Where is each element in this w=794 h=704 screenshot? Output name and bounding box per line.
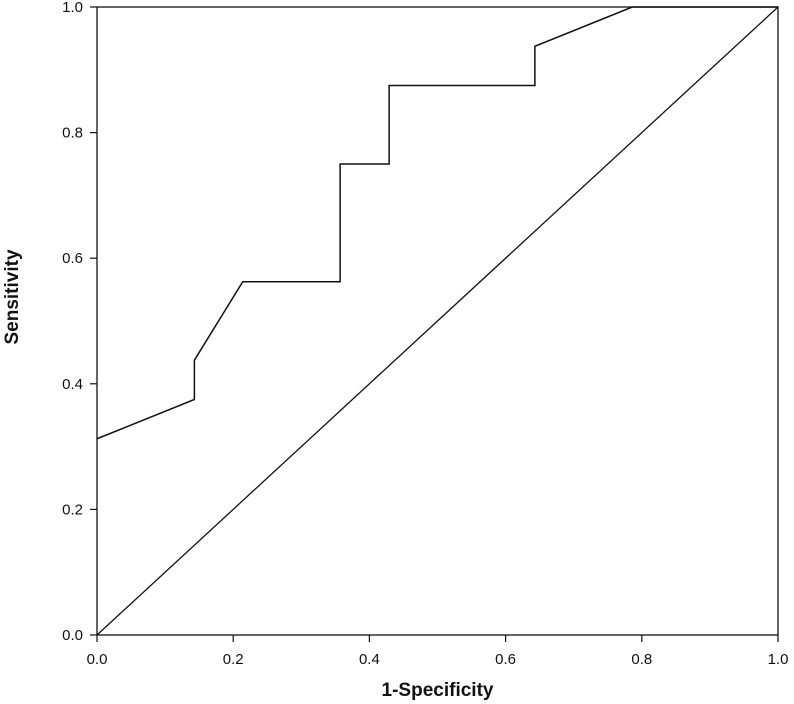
x-axis-tick-label: 0.2: [223, 651, 244, 668]
reference-diagonal-line: [96, 6, 779, 636]
y-axis-tick-label: 0.8: [62, 125, 83, 142]
x-axis-ticks: 0.0 0.2 0.4 0.6 0.8 1.0: [87, 635, 789, 668]
x-axis-tick-label: 0.4: [359, 651, 380, 668]
y-axis-title: Sensitivity: [2, 249, 23, 344]
y-axis-tick-label: 0.4: [62, 376, 83, 393]
chart-marks: [96, 6, 779, 636]
x-axis-tick-label: 0.8: [631, 651, 652, 668]
x-axis-tick-label: 0.0: [87, 651, 108, 668]
roc-curve: [96, 6, 778, 440]
x-axis-title: 1-Specificity: [382, 680, 494, 701]
y-axis-tick-label: 1.0: [62, 0, 83, 16]
y-axis-tick-label: 0.0: [62, 627, 83, 644]
y-axis-tick-label: 0.6: [62, 250, 83, 267]
x-axis-tick-label: 1.0: [768, 651, 789, 668]
x-axis-tick-label: 0.6: [495, 651, 516, 668]
y-axis-ticks: 0.0 0.2 0.4 0.6 0.8 1.0: [62, 0, 97, 644]
y-axis-tick-label: 0.2: [62, 501, 83, 518]
plot-area: [96, 6, 779, 636]
